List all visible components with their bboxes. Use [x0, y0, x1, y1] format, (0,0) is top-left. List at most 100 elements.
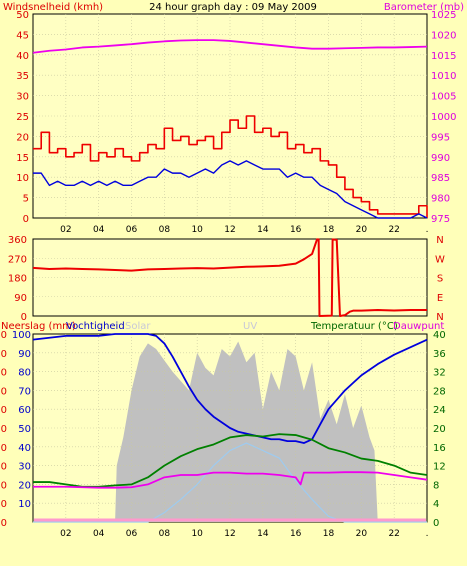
temperature-tick-label: 28: [433, 386, 446, 397]
x-tick-label: 12: [224, 225, 235, 235]
direction-tick-label: 270: [8, 254, 27, 265]
x-tick-label: 04: [93, 225, 105, 235]
wind-tick-label: 45: [16, 30, 29, 41]
compass-tick-label: N: [436, 235, 443, 246]
barometer-tick-label: 985: [431, 173, 450, 184]
rain-tick-label: 0: [1, 368, 7, 379]
direction-tick-label: 360: [8, 235, 27, 246]
wind-axis-title: Windsnelheid (kmh): [3, 2, 103, 13]
barometer-tick-label: 990: [431, 153, 450, 164]
x-tick-label: 16: [290, 529, 302, 539]
dewpoint-line: [33, 471, 428, 489]
wind-tick-label: 10: [16, 173, 29, 184]
rain-tick-label: 0: [1, 518, 7, 529]
barometer-tick-label: 1025: [431, 10, 456, 21]
temperature-tick-label: 32: [433, 368, 446, 379]
rain-tick-label: 0: [1, 349, 7, 360]
chart-title: 24 hour graph day : 09 May 2009: [149, 2, 317, 13]
humidity-tick-label: 40: [18, 443, 31, 454]
temperature-tick-label: 16: [433, 443, 446, 454]
wind-speed-line: [33, 115, 428, 218]
x-tick-label: 20: [356, 529, 368, 539]
x-tick-label: 02: [60, 225, 71, 235]
barometer-tick-label: 975: [431, 214, 450, 225]
wind-gust-line: [33, 160, 428, 219]
barometer-tick-label: 1015: [431, 51, 456, 62]
x-tick-label: 16: [290, 225, 302, 235]
wind-tick-label: 30: [16, 92, 29, 103]
temperature-axis-title: Temperatuur (°C): [310, 321, 398, 332]
solar-label: Solar: [125, 321, 151, 332]
humidity-line: [32, 333, 428, 444]
rain-tick-label: 0: [1, 462, 7, 473]
wind-tick-label: 5: [23, 194, 29, 205]
compass-tick-label: W: [435, 254, 445, 265]
humidity-tick-label: 60: [18, 405, 31, 416]
wind-tick-label: 0: [23, 214, 29, 225]
solar-radiation-area: [33, 341, 427, 522]
barometer-line: [32, 39, 428, 54]
wind-tick-label: 50: [16, 10, 29, 21]
direction-tick-label: 90: [14, 293, 27, 304]
x-tick-label: 06: [126, 225, 138, 235]
rain-tick-label: 0: [1, 424, 7, 435]
barometer-tick-label: 1010: [431, 71, 456, 82]
rain-axis-title: Neerslag (mm): [1, 321, 76, 332]
humidity-tick-label: 10: [18, 499, 31, 510]
x-tick-label: 08: [159, 529, 171, 539]
x-tick-label: 22: [388, 529, 399, 539]
x-tick-label: .: [426, 529, 429, 539]
temperature-tick-label: 0: [433, 518, 439, 529]
compass-tick-label: N: [436, 312, 443, 323]
barometer-tick-label: 995: [431, 132, 450, 143]
temperature-tick-label: 20: [433, 424, 446, 435]
x-tick-label: 14: [257, 225, 269, 235]
plot-area-direction: [32, 238, 428, 317]
wind-direction-line: [32, 238, 427, 317]
barometer-tick-label: 1000: [431, 112, 456, 123]
x-tick-label: 10: [191, 529, 203, 539]
direction-tick-label: 180: [8, 274, 27, 285]
humidity-tick-label: 50: [18, 424, 31, 435]
rain-tick-label: 0: [1, 405, 7, 416]
temperature-line: [33, 433, 428, 488]
humidity-tick-label: 100: [12, 330, 31, 341]
humidity-axis-title: Vochtigheid: [66, 321, 125, 332]
wind-tick-label: 15: [16, 153, 29, 164]
wind-tick-label: 20: [16, 132, 29, 143]
humidity-tick-label: 70: [18, 386, 31, 397]
humidity-tick-label: 80: [18, 368, 31, 379]
dewpoint-axis-title: Dauwpunt: [393, 321, 444, 332]
x-tick-label: 12: [224, 529, 235, 539]
rain-tick-label: 0: [1, 480, 7, 491]
x-tick-label: 14: [257, 529, 269, 539]
rain-tick-label: 0: [1, 499, 7, 510]
wind-tick-label: 25: [16, 112, 29, 123]
x-tick-label: 02: [60, 529, 71, 539]
barometer-tick-label: 1005: [431, 92, 456, 103]
wind-tick-label: 40: [16, 51, 29, 62]
temperature-tick-label: 40: [433, 330, 446, 341]
rain-tick-label: 0: [1, 443, 7, 454]
barometer-axis-title: Barometer (mb): [384, 2, 464, 13]
x-tick-label: 18: [323, 225, 335, 235]
rain-tick-label: 0: [1, 386, 7, 397]
compass-tick-label: S: [437, 274, 443, 285]
uv-label: UV: [243, 321, 257, 332]
temperature-tick-label: 24: [433, 405, 446, 416]
x-tick-label: 20: [356, 225, 368, 235]
x-tick-label: .: [426, 225, 429, 235]
temperature-tick-label: 12: [433, 462, 446, 473]
humidity-tick-label: 20: [18, 480, 31, 491]
barometer-tick-label: 1020: [431, 30, 456, 41]
x-tick-label: 08: [159, 225, 171, 235]
direction-tick-label: 0: [21, 312, 27, 323]
x-tick-label: 04: [93, 529, 105, 539]
x-tick-label: 06: [126, 529, 138, 539]
humidity-tick-label: 30: [18, 462, 31, 473]
humidity-tick-label: 90: [18, 349, 31, 360]
x-tick-label: 10: [191, 225, 203, 235]
uv-index-line: [33, 442, 427, 523]
x-tick-label: 22: [388, 225, 399, 235]
